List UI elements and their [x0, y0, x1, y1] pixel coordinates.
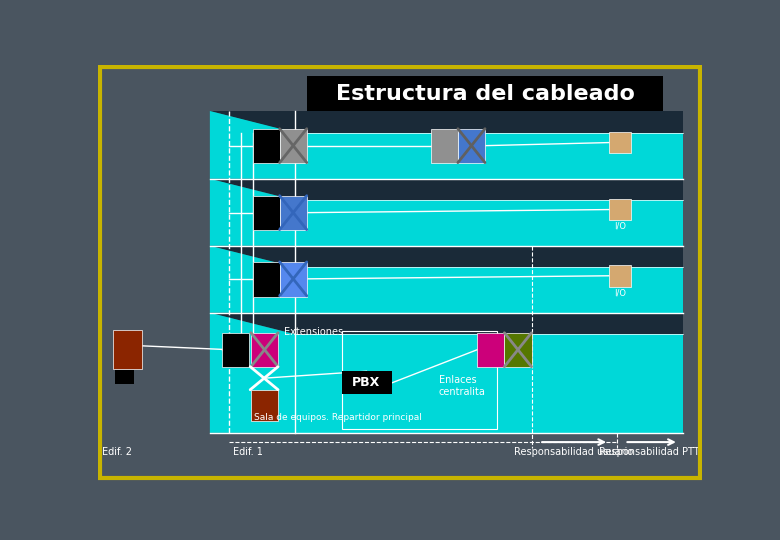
Bar [253, 262, 279, 296]
Polygon shape [210, 246, 295, 313]
Bar [458, 129, 485, 164]
Bar [295, 200, 682, 246]
Text: Sala de equipos. Repartidor principal: Sala de equipos. Repartidor principal [254, 413, 422, 422]
Text: Responsabilidad PTT: Responsabilidad PTT [599, 447, 700, 457]
Text: I/O: I/O [614, 288, 626, 297]
Bar [222, 333, 249, 367]
Bar [279, 195, 307, 231]
Bar [295, 334, 682, 433]
Bar [609, 199, 631, 220]
Bar [477, 333, 505, 367]
Text: Responsabilidad usuario: Responsabilidad usuario [515, 447, 633, 457]
Bar [253, 195, 279, 231]
Bar [251, 390, 278, 421]
Bar [609, 265, 631, 287]
Bar [279, 129, 307, 164]
Bar [115, 370, 134, 384]
Text: Enlaces
centralita: Enlaces centralita [438, 375, 485, 397]
Polygon shape [210, 179, 295, 200]
Text: Edif. 2: Edif. 2 [102, 447, 132, 457]
Text: I/O: I/O [614, 222, 626, 231]
Polygon shape [210, 111, 295, 179]
Bar [505, 333, 531, 367]
Polygon shape [210, 179, 295, 246]
Bar [431, 129, 458, 164]
Polygon shape [210, 313, 295, 334]
Text: Extensiones: Extensiones [284, 327, 343, 336]
Bar [295, 132, 682, 179]
Polygon shape [295, 179, 682, 200]
Bar [251, 333, 278, 367]
Bar [279, 262, 307, 296]
Polygon shape [210, 246, 295, 267]
Text: Estructura del cableado: Estructura del cableado [335, 84, 634, 104]
Text: PBX: PBX [353, 376, 381, 389]
Bar [342, 372, 392, 394]
Bar [342, 331, 497, 429]
Polygon shape [295, 313, 682, 334]
Bar [307, 76, 663, 111]
Bar [253, 129, 279, 164]
Polygon shape [295, 246, 682, 267]
Polygon shape [210, 111, 295, 132]
Bar [609, 132, 631, 153]
Bar [295, 267, 682, 313]
Polygon shape [295, 111, 682, 132]
Text: Edif. 1: Edif. 1 [233, 447, 263, 457]
Bar [113, 330, 143, 369]
Polygon shape [210, 313, 295, 433]
